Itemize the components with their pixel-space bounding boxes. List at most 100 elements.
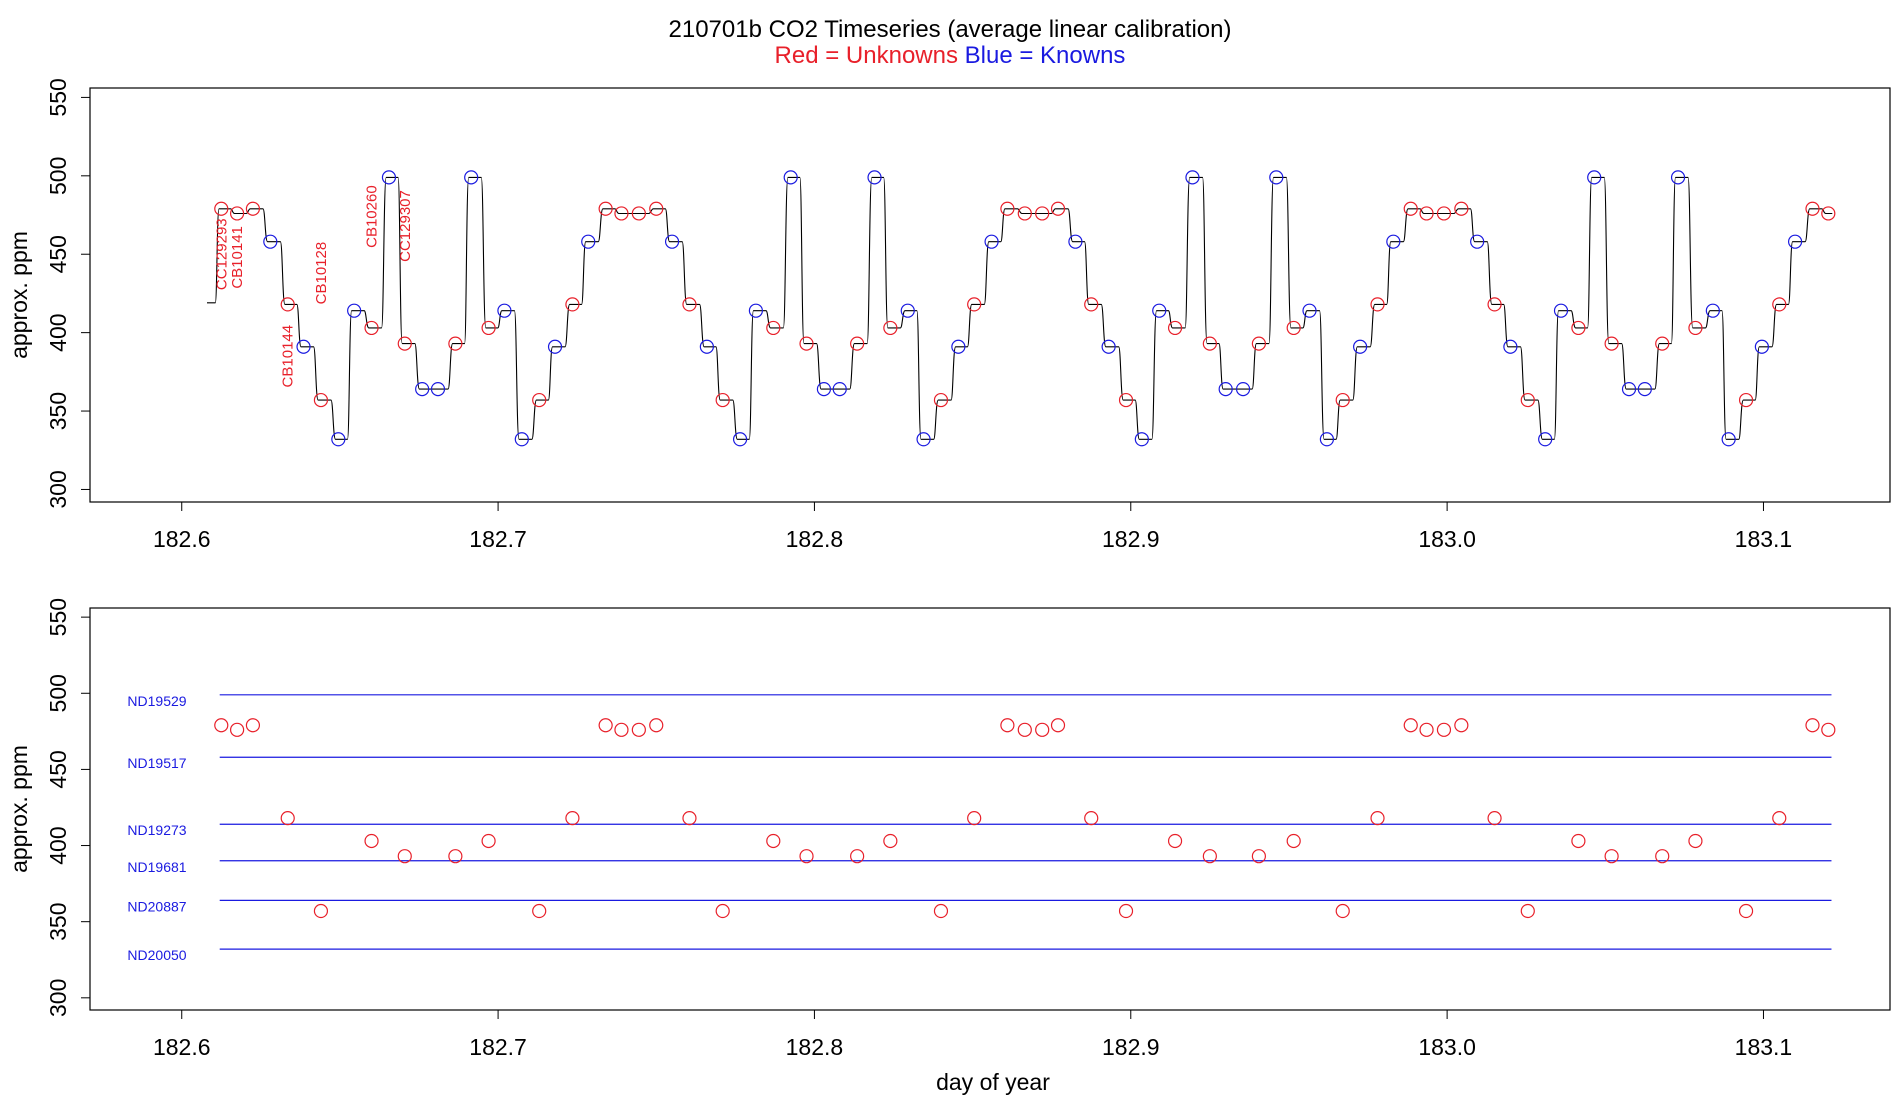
unknown-point xyxy=(631,722,646,737)
unknown-point xyxy=(766,833,781,849)
unknown-point xyxy=(1805,201,1820,216)
unknown-point xyxy=(364,320,379,336)
unknown-point xyxy=(715,903,730,919)
unknown-point xyxy=(1419,722,1434,737)
chart-title: 210701b CO2 Timeseries (average linear c… xyxy=(669,16,1232,43)
unknown-point xyxy=(214,201,229,216)
unknown-point xyxy=(1436,206,1452,221)
unknown-point xyxy=(245,201,261,216)
unknown-point xyxy=(1335,392,1350,408)
unknown-point xyxy=(1251,336,1266,351)
unknown-point xyxy=(1487,297,1502,312)
unknown-point xyxy=(1000,718,1015,733)
unknown-point xyxy=(631,206,646,221)
reference-label: ND19517 xyxy=(127,755,186,771)
known-point xyxy=(1553,303,1569,318)
unknown-point xyxy=(682,297,697,312)
unknown-point xyxy=(1202,336,1217,351)
unknown-point xyxy=(1167,320,1183,336)
bottom-panel: 300 350 400 450 500 550 182.6 182.7 182.8 182.9 18… xyxy=(6,598,1891,1095)
unknown-point xyxy=(1571,833,1586,849)
x-tick-label: 183.0 xyxy=(1418,526,1476,552)
unknown-point xyxy=(1738,392,1754,408)
known-point xyxy=(497,303,512,318)
known-point xyxy=(1185,170,1200,185)
known-point xyxy=(415,381,430,397)
unknown-point xyxy=(614,722,629,737)
known-point xyxy=(263,234,278,249)
known-point xyxy=(732,432,748,447)
unknown-point xyxy=(397,336,412,351)
unknown-point xyxy=(1454,201,1469,216)
y-tick-label: 450 xyxy=(45,235,71,273)
unknown-point xyxy=(1335,903,1350,919)
y-tick-label: 550 xyxy=(45,598,71,636)
plot-frame xyxy=(89,607,1891,1011)
unknown-point xyxy=(1084,297,1099,312)
unknown-point xyxy=(1403,201,1418,216)
x-tick-label: 182.8 xyxy=(786,526,844,552)
known-point xyxy=(1218,381,1233,397)
y-tick-label: 350 xyxy=(45,392,71,430)
known-point xyxy=(347,303,362,318)
unknown-point xyxy=(649,718,664,733)
unknown-point xyxy=(1035,722,1050,737)
x-tick-label: 182.7 xyxy=(469,1034,527,1060)
unknown-point xyxy=(1419,206,1434,221)
unknown-point xyxy=(313,903,329,919)
unknown-point xyxy=(1655,336,1670,351)
chart-subtitle: Red = Unknowns Blue = Knowns xyxy=(775,42,1126,69)
known-point xyxy=(430,381,446,397)
reference-label: ND20887 xyxy=(127,898,186,914)
unknown-point xyxy=(933,903,949,919)
unknown-point xyxy=(1655,849,1670,864)
y-tick-label: 300 xyxy=(45,979,71,1017)
unknown-point xyxy=(1520,392,1535,408)
y-tick-label: 500 xyxy=(45,674,71,712)
known-point xyxy=(1134,432,1149,447)
known-point xyxy=(1503,339,1518,354)
unknown-point xyxy=(1370,297,1385,312)
known-point xyxy=(1621,381,1637,397)
unknown-point xyxy=(448,336,463,351)
unknown-point xyxy=(1118,392,1134,408)
known-point xyxy=(1068,234,1083,249)
known-point xyxy=(296,339,311,354)
known-point xyxy=(514,432,529,447)
unknown-point xyxy=(313,392,329,408)
unknown-point xyxy=(799,849,814,864)
top-panel: 300 350 400 450 500 550 182.6 182.7 182.8 182.9 18… xyxy=(6,78,1891,552)
unknown-point xyxy=(598,201,613,216)
known-point xyxy=(748,303,764,318)
x-tick-label: 182.9 xyxy=(1102,526,1160,552)
unknown-point xyxy=(1403,718,1418,733)
unknown-point xyxy=(565,811,580,826)
reference-label: ND19273 xyxy=(127,822,186,838)
unknown-point xyxy=(230,722,245,737)
unknown-point xyxy=(1688,833,1703,849)
y-tick-label: 350 xyxy=(45,902,71,940)
known-point xyxy=(381,170,397,185)
known-point xyxy=(664,234,680,249)
unknown-point xyxy=(649,201,664,216)
y-axis-title: approx. ppm xyxy=(6,231,32,359)
known-point xyxy=(1587,170,1602,185)
unknown-point xyxy=(1805,718,1820,733)
unknown-point xyxy=(481,320,496,336)
unknown-point xyxy=(1050,718,1066,733)
unknown-point xyxy=(766,320,781,336)
legend-knowns: Blue = Knowns xyxy=(965,42,1126,69)
known-point xyxy=(1721,432,1736,447)
unknown-point xyxy=(682,811,697,826)
known-point xyxy=(699,339,714,354)
x-tick-label: 182.7 xyxy=(469,526,527,552)
known-point xyxy=(1302,303,1317,318)
known-point xyxy=(1637,381,1652,397)
y-axis-title: approx. ppm xyxy=(6,745,32,873)
known-point xyxy=(1101,339,1116,354)
known-point xyxy=(1538,432,1553,447)
x-tick-label: 183.0 xyxy=(1418,1034,1476,1060)
known-point xyxy=(832,381,847,397)
unknown-point xyxy=(481,833,496,849)
unknown-point xyxy=(715,392,730,408)
